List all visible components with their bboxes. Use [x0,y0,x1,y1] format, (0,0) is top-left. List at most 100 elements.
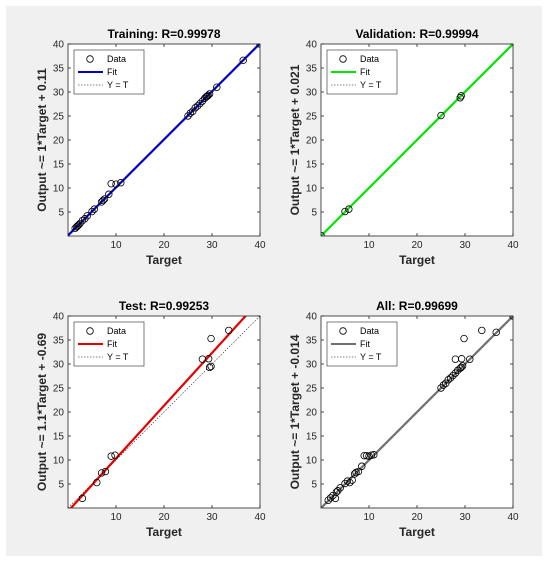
chart-title: Test: R=0.99253 [119,299,209,313]
data-point [112,180,120,188]
data-point [111,451,119,459]
fit-line [68,44,260,236]
y-tick-label: 5 [58,480,64,491]
data-point [492,328,500,337]
x-axis-label: Target [146,253,182,267]
data-point [324,496,332,505]
y-tick-label: 30 [53,360,65,371]
x-tick-label: 30 [206,512,218,523]
y-tick-label: 35 [53,64,65,75]
y-tick-label: 5 [311,208,317,219]
y-tick-label: 25 [306,384,318,395]
data-point [186,109,195,117]
data-point [437,111,445,120]
data-point [343,477,352,485]
y-tick-label: 25 [306,112,318,123]
y-tick-label: 15 [306,160,318,171]
data-point [204,355,213,363]
figure: 10 20 30 40 5 10 15 20 25 30 35 40 Training: R=0.999… [6,6,542,556]
x-tick-label: 30 [459,240,471,251]
y-tick-label: 40 [306,312,318,323]
y-tick-label: 20 [306,136,318,147]
data-point [341,479,349,488]
y-tick-label: 10 [53,456,65,467]
chart-title: Training: R=0.99978 [107,27,220,41]
data-point [346,478,354,487]
data-point [239,56,247,65]
data-point [88,207,96,216]
y-tick-label: 35 [53,336,65,347]
legend-label: Fit [360,339,370,349]
x-tick-label: 40 [507,240,519,251]
data-point [446,374,455,382]
legend-label: Y = T [360,80,382,90]
y-tick-label: 20 [53,408,65,419]
y-tick-label: 20 [306,408,318,419]
y-tick-label: 15 [306,432,318,443]
y-tick-label: 35 [306,336,318,347]
x-tick-label: 20 [411,240,423,251]
legend-label: Fit [360,67,370,77]
data-point [456,364,464,373]
y-tick-label: 15 [53,160,65,171]
legend: Data Fit Y = T [73,321,145,367]
legend-label: Y = T [107,352,129,362]
x-axis-label: Target [146,525,182,539]
x-tick-label: 30 [459,512,471,523]
x-axis-label: Target [399,253,435,267]
data-point [457,363,465,372]
legend-label: Data [360,54,379,64]
data-point [358,462,366,470]
legend-data-marker [86,327,94,335]
fit-line [321,316,513,508]
data-point [78,494,87,503]
x-tick-label: 10 [363,512,375,523]
y-tick-label: 10 [306,456,318,467]
data-point [100,195,109,203]
legend-label: Data [107,326,126,336]
data-point [105,190,113,198]
data-point [99,196,107,205]
data-point [74,221,83,229]
legend-label: Data [107,54,126,64]
data-point [362,451,371,460]
chart-title: All: R=0.99699 [376,299,458,313]
data-point [478,326,486,335]
data-point [90,205,99,213]
data-point [93,478,101,487]
data-point [107,179,115,188]
data-point [207,362,215,371]
x-axis-label: Target [399,525,435,539]
legend-data-marker [339,55,347,63]
x-tick-label: 10 [110,512,122,523]
y-tick-label: 30 [306,360,318,371]
legend: Data Fit Y = T [326,49,398,95]
y-tick-label: 25 [53,384,65,395]
data-point [354,467,363,476]
data-point [97,198,106,206]
y-tick-label: 5 [311,480,317,491]
x-tick-label: 10 [110,240,122,251]
data-point [439,381,448,389]
data-point [205,90,214,98]
x-tick-label: 20 [158,240,170,251]
data-point [360,451,368,460]
y-tick-label: 10 [306,184,318,195]
y-tick-label: 40 [306,40,318,51]
figure-canvas: 10 20 30 40 5 10 15 20 25 30 35 40 Training: R=0.999… [35,27,519,539]
data-point [73,222,82,230]
chart-panel-2: 10 20 30 40 5 10 15 20 25 30 35 40 Validation: R=0.9… [288,27,519,267]
y-tick-label: 15 [53,432,65,443]
x-tick-label: 20 [411,512,423,523]
data-point [336,484,344,492]
x-tick-label: 40 [254,512,266,523]
data-point [193,102,202,110]
data-point [196,99,204,108]
data-point [207,334,215,343]
data-point [326,494,335,502]
legend: Data Fit Y = T [326,321,398,367]
data-point [457,92,465,100]
data-point [370,451,378,459]
data-point [101,467,110,476]
data-point [348,476,356,484]
